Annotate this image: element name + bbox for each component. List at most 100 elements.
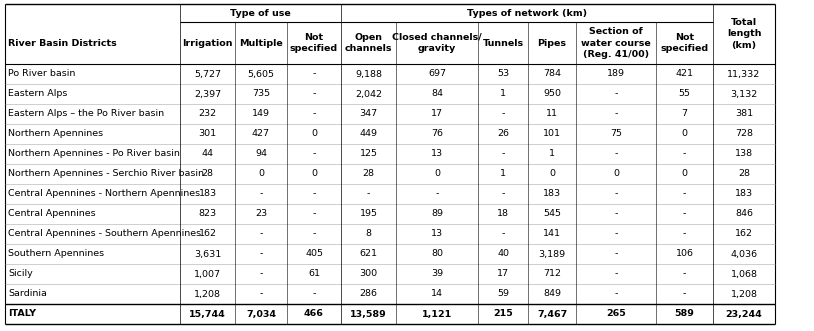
Text: 381: 381 <box>735 110 753 118</box>
Text: 44: 44 <box>202 150 213 159</box>
Text: 1: 1 <box>549 150 555 159</box>
Text: 13: 13 <box>431 150 443 159</box>
Text: -: - <box>313 70 316 78</box>
Text: 621: 621 <box>360 250 378 259</box>
Text: Eastern Alps: Eastern Alps <box>8 89 68 99</box>
Text: 101: 101 <box>543 129 561 138</box>
Text: Pipes: Pipes <box>537 38 567 48</box>
Text: 0: 0 <box>613 169 619 178</box>
Text: 300: 300 <box>360 269 378 278</box>
Text: -: - <box>683 210 686 218</box>
Text: 23,244: 23,244 <box>725 309 763 318</box>
Text: 3,189: 3,189 <box>538 250 566 259</box>
Text: 17: 17 <box>431 110 443 118</box>
Text: Types of network (km): Types of network (km) <box>467 9 587 18</box>
Text: Sicily: Sicily <box>8 269 33 278</box>
Text: 149: 149 <box>252 110 270 118</box>
Text: 0: 0 <box>681 169 688 178</box>
Text: -: - <box>501 110 505 118</box>
Text: 7: 7 <box>681 110 688 118</box>
Text: 1,068: 1,068 <box>730 269 758 278</box>
Text: 76: 76 <box>431 129 443 138</box>
Text: Central Apennines - Southern Apennines: Central Apennines - Southern Apennines <box>8 229 201 239</box>
Text: Southern Apennines: Southern Apennines <box>8 250 104 259</box>
Text: 183: 183 <box>199 190 217 199</box>
Text: -: - <box>683 229 686 239</box>
Text: -: - <box>615 229 618 239</box>
Text: -: - <box>435 190 439 199</box>
Text: 28: 28 <box>202 169 213 178</box>
Text: -: - <box>501 150 505 159</box>
Text: 728: 728 <box>735 129 753 138</box>
Text: 28: 28 <box>362 169 374 178</box>
Text: 162: 162 <box>735 229 753 239</box>
Text: -: - <box>260 290 263 299</box>
Text: 301: 301 <box>199 129 217 138</box>
Text: 3,132: 3,132 <box>730 89 758 99</box>
Text: 183: 183 <box>543 190 561 199</box>
Text: 94: 94 <box>255 150 267 159</box>
Text: Northern Apennines - Po River basin: Northern Apennines - Po River basin <box>8 150 180 159</box>
Text: 23: 23 <box>255 210 267 218</box>
Text: ITALY: ITALY <box>8 309 36 318</box>
Text: 427: 427 <box>252 129 270 138</box>
Text: 0: 0 <box>549 169 555 178</box>
Text: -: - <box>260 250 263 259</box>
Text: -: - <box>260 269 263 278</box>
Text: -: - <box>313 290 316 299</box>
Text: -: - <box>313 89 316 99</box>
Text: -: - <box>615 250 618 259</box>
Text: 61: 61 <box>308 269 320 278</box>
Text: 1: 1 <box>500 169 506 178</box>
Text: 347: 347 <box>360 110 378 118</box>
Text: -: - <box>313 150 316 159</box>
Text: 849: 849 <box>543 290 561 299</box>
Text: 15,744: 15,744 <box>189 309 225 318</box>
Text: 17: 17 <box>497 269 509 278</box>
Text: 5,605: 5,605 <box>247 70 274 78</box>
Text: Not
specified: Not specified <box>290 33 338 53</box>
Text: 138: 138 <box>735 150 753 159</box>
Text: 712: 712 <box>543 269 561 278</box>
Text: Total
length
(km): Total length (km) <box>727 19 761 50</box>
Text: -: - <box>615 110 618 118</box>
Text: 18: 18 <box>497 210 509 218</box>
Text: 1,208: 1,208 <box>730 290 758 299</box>
Text: 84: 84 <box>431 89 443 99</box>
Text: Section of
water course
(Reg. 41/00): Section of water course (Reg. 41/00) <box>581 27 651 59</box>
Text: 28: 28 <box>738 169 750 178</box>
Text: -: - <box>313 110 316 118</box>
Text: Closed channels/
gravity: Closed channels/ gravity <box>392 33 482 53</box>
Text: 1: 1 <box>500 89 506 99</box>
Text: -: - <box>367 190 370 199</box>
Text: 8: 8 <box>365 229 371 239</box>
Text: 39: 39 <box>431 269 443 278</box>
Text: -: - <box>260 229 263 239</box>
Text: -: - <box>683 269 686 278</box>
Text: Irrigation: Irrigation <box>182 38 233 48</box>
Text: 466: 466 <box>304 309 324 318</box>
Text: -: - <box>313 229 316 239</box>
Text: -: - <box>615 269 618 278</box>
Text: River Basin Districts: River Basin Districts <box>8 38 116 48</box>
Text: 1,208: 1,208 <box>194 290 221 299</box>
Text: Tunnels: Tunnels <box>483 38 523 48</box>
Text: 0: 0 <box>434 169 440 178</box>
Text: 265: 265 <box>606 309 626 318</box>
Text: 55: 55 <box>679 89 690 99</box>
Text: Type of use: Type of use <box>230 9 291 18</box>
Text: 449: 449 <box>360 129 378 138</box>
Text: Not
specified: Not specified <box>660 33 708 53</box>
Text: 125: 125 <box>360 150 378 159</box>
Text: 4,036: 4,036 <box>730 250 758 259</box>
Text: 7,034: 7,034 <box>246 309 276 318</box>
Text: -: - <box>501 190 505 199</box>
Text: 1,121: 1,121 <box>422 309 452 318</box>
Text: 0: 0 <box>311 169 317 178</box>
Text: 3,631: 3,631 <box>194 250 221 259</box>
Text: Sardinia: Sardinia <box>8 290 47 299</box>
Text: 141: 141 <box>543 229 561 239</box>
Text: 697: 697 <box>428 70 446 78</box>
Text: 784: 784 <box>543 70 561 78</box>
Text: Eastern Alps – the Po River basin: Eastern Alps – the Po River basin <box>8 110 164 118</box>
